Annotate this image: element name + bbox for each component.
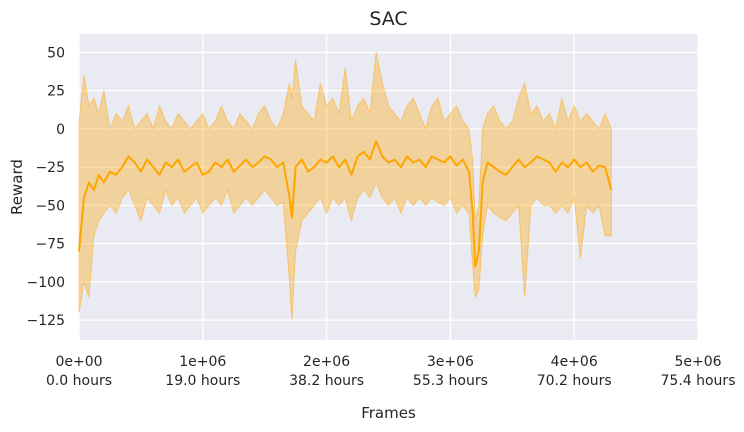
x-tick-label: 5e+06 [674,354,721,370]
x-axis-ticks: 0e+00 0.0 hours 1e+06 19.0 hours 2e+06 38.2 h… [46,354,736,389]
chart-title: SAC [369,8,407,30]
x-tick-label: 1e+06 [179,354,226,370]
x-tick-sublabel: 38.2 hours [289,373,364,389]
y-tick-label: −125 [27,313,65,329]
y-tick-label: −75 [35,237,65,253]
reward-line [78,140,613,268]
y-tick-label: −50 [35,198,65,214]
x-tick-sublabel: 0.0 hours [46,373,112,389]
x-tick-label: 0e+00 [55,354,102,370]
y-axis-ticks: 50 25 0 −25 −50 −75 −100 −125 [27,45,65,329]
x-tick-label: 3e+06 [427,354,474,370]
x-tick-sublabel: 70.2 hours [537,373,612,389]
y-tick-label: −100 [27,275,65,291]
x-tick-sublabel: 75.4 hours [661,373,736,389]
y-tick-label: 25 [47,84,65,100]
x-tick-sublabel: 55.3 hours [413,373,488,389]
y-tick-label: 50 [47,45,65,61]
x-tick-label: 2e+06 [303,354,350,370]
x-tick-label: 4e+06 [551,354,598,370]
grid [78,34,699,340]
y-tick-label: −25 [35,160,65,176]
plot-background [79,34,698,340]
y-tick-label: 0 [56,122,65,138]
y-axis-label: Reward [8,159,26,215]
x-axis-label: Frames [361,404,416,422]
x-tick-sublabel: 19.0 hours [165,373,240,389]
